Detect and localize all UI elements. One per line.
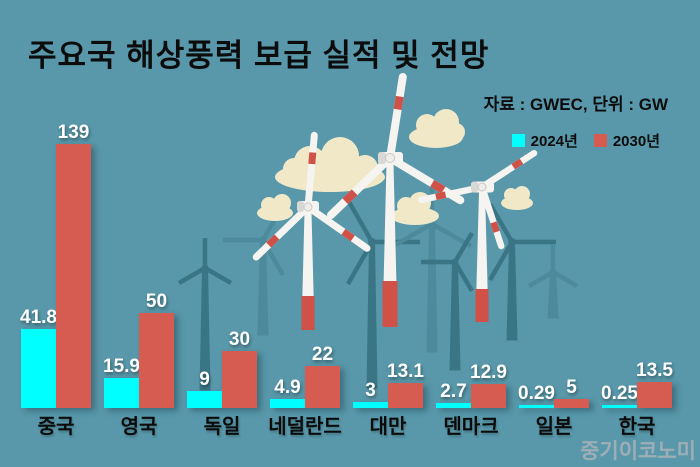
cloud-icon: [275, 137, 385, 192]
bar-2024년-대만: [353, 402, 388, 408]
category-label-덴마크: 덴마크: [443, 416, 499, 438]
bar-2024년-독일: [187, 390, 222, 408]
category-label-영국: 영국: [120, 416, 158, 438]
bar-value-label: 0.25: [601, 383, 638, 404]
bar-value-label: 0.29: [518, 383, 555, 404]
category-label-중국: 중국: [37, 416, 75, 438]
bar-2030년-영국: [139, 313, 174, 408]
source-note: 자료 : GWEC, 단위 : GW: [483, 95, 668, 114]
bar-value-label: 13.5: [636, 360, 673, 382]
watermark: 중기이코노미: [580, 440, 696, 463]
bar-value-label: 4.9: [274, 376, 301, 398]
bar-value-label: 139: [57, 121, 90, 143]
legend-label: 2024년: [530, 133, 578, 150]
legend-swatch-icon: [511, 134, 525, 147]
bar-value-label: 50: [145, 291, 168, 312]
category-label-네덜란드: 네덜란드: [268, 416, 342, 438]
cloud-icon: [409, 109, 465, 148]
bar-value-label: 22: [311, 344, 334, 366]
silhouette-turbine-icon: [177, 238, 233, 391]
bar-value-label: 30: [228, 329, 251, 350]
bar-2024년-일본: [519, 405, 554, 408]
wind-turbine-icon: [252, 131, 371, 330]
bar-2030년-덴마크: [471, 383, 506, 408]
bar-2030년-일본: [554, 398, 589, 408]
bar-value-label: 12.9: [470, 361, 507, 383]
bar-2024년-중국: [21, 328, 56, 408]
bar-value-label: 9: [199, 368, 210, 390]
legend-item-2030년: 2030년: [593, 130, 660, 151]
cloud-icon: [257, 194, 293, 221]
cloud-icon: [391, 192, 439, 225]
bar-2030년-대만: [388, 383, 423, 408]
page-title: 주요국 해상풍력 보급 실적 및 전망: [28, 38, 490, 73]
bar-2024년-한국: [602, 405, 637, 408]
cloud-icon: [501, 186, 533, 210]
bar-value-label: 15.9: [103, 355, 140, 377]
bar-2030년-중국: [56, 143, 91, 408]
silhouette-turbine-icon: [421, 231, 474, 371]
bar-2024년-영국: [104, 377, 139, 408]
bar-value-label: 41.8: [20, 306, 57, 328]
legend: 2024년 2030년: [511, 130, 660, 151]
legend-swatch-icon: [593, 134, 607, 147]
category-label-대만: 대만: [369, 416, 407, 438]
legend-item-2024년: 2024년: [511, 130, 578, 151]
bar-value-label: 13.1: [387, 361, 424, 383]
bar-2030년-한국: [637, 382, 672, 408]
legend-label: 2030년: [612, 133, 660, 150]
bar-2030년-독일: [222, 351, 257, 408]
bar-2030년-네덜란드: [305, 366, 340, 408]
category-label-독일: 독일: [203, 416, 241, 438]
silhouette-turbine-icon: [488, 202, 556, 341]
silhouette-turbine-icon: [527, 244, 579, 319]
category-label-한국: 한국: [618, 416, 656, 438]
category-label-일본: 일본: [535, 416, 573, 438]
wind-turbine-icon: [418, 149, 538, 322]
bar-value-label: 2.7: [440, 380, 467, 402]
bar-value-label: 5: [566, 376, 577, 398]
bar-2024년-네덜란드: [270, 398, 305, 408]
bar-value-label: 3: [365, 380, 376, 402]
bar-2024년-덴마크: [436, 402, 471, 408]
